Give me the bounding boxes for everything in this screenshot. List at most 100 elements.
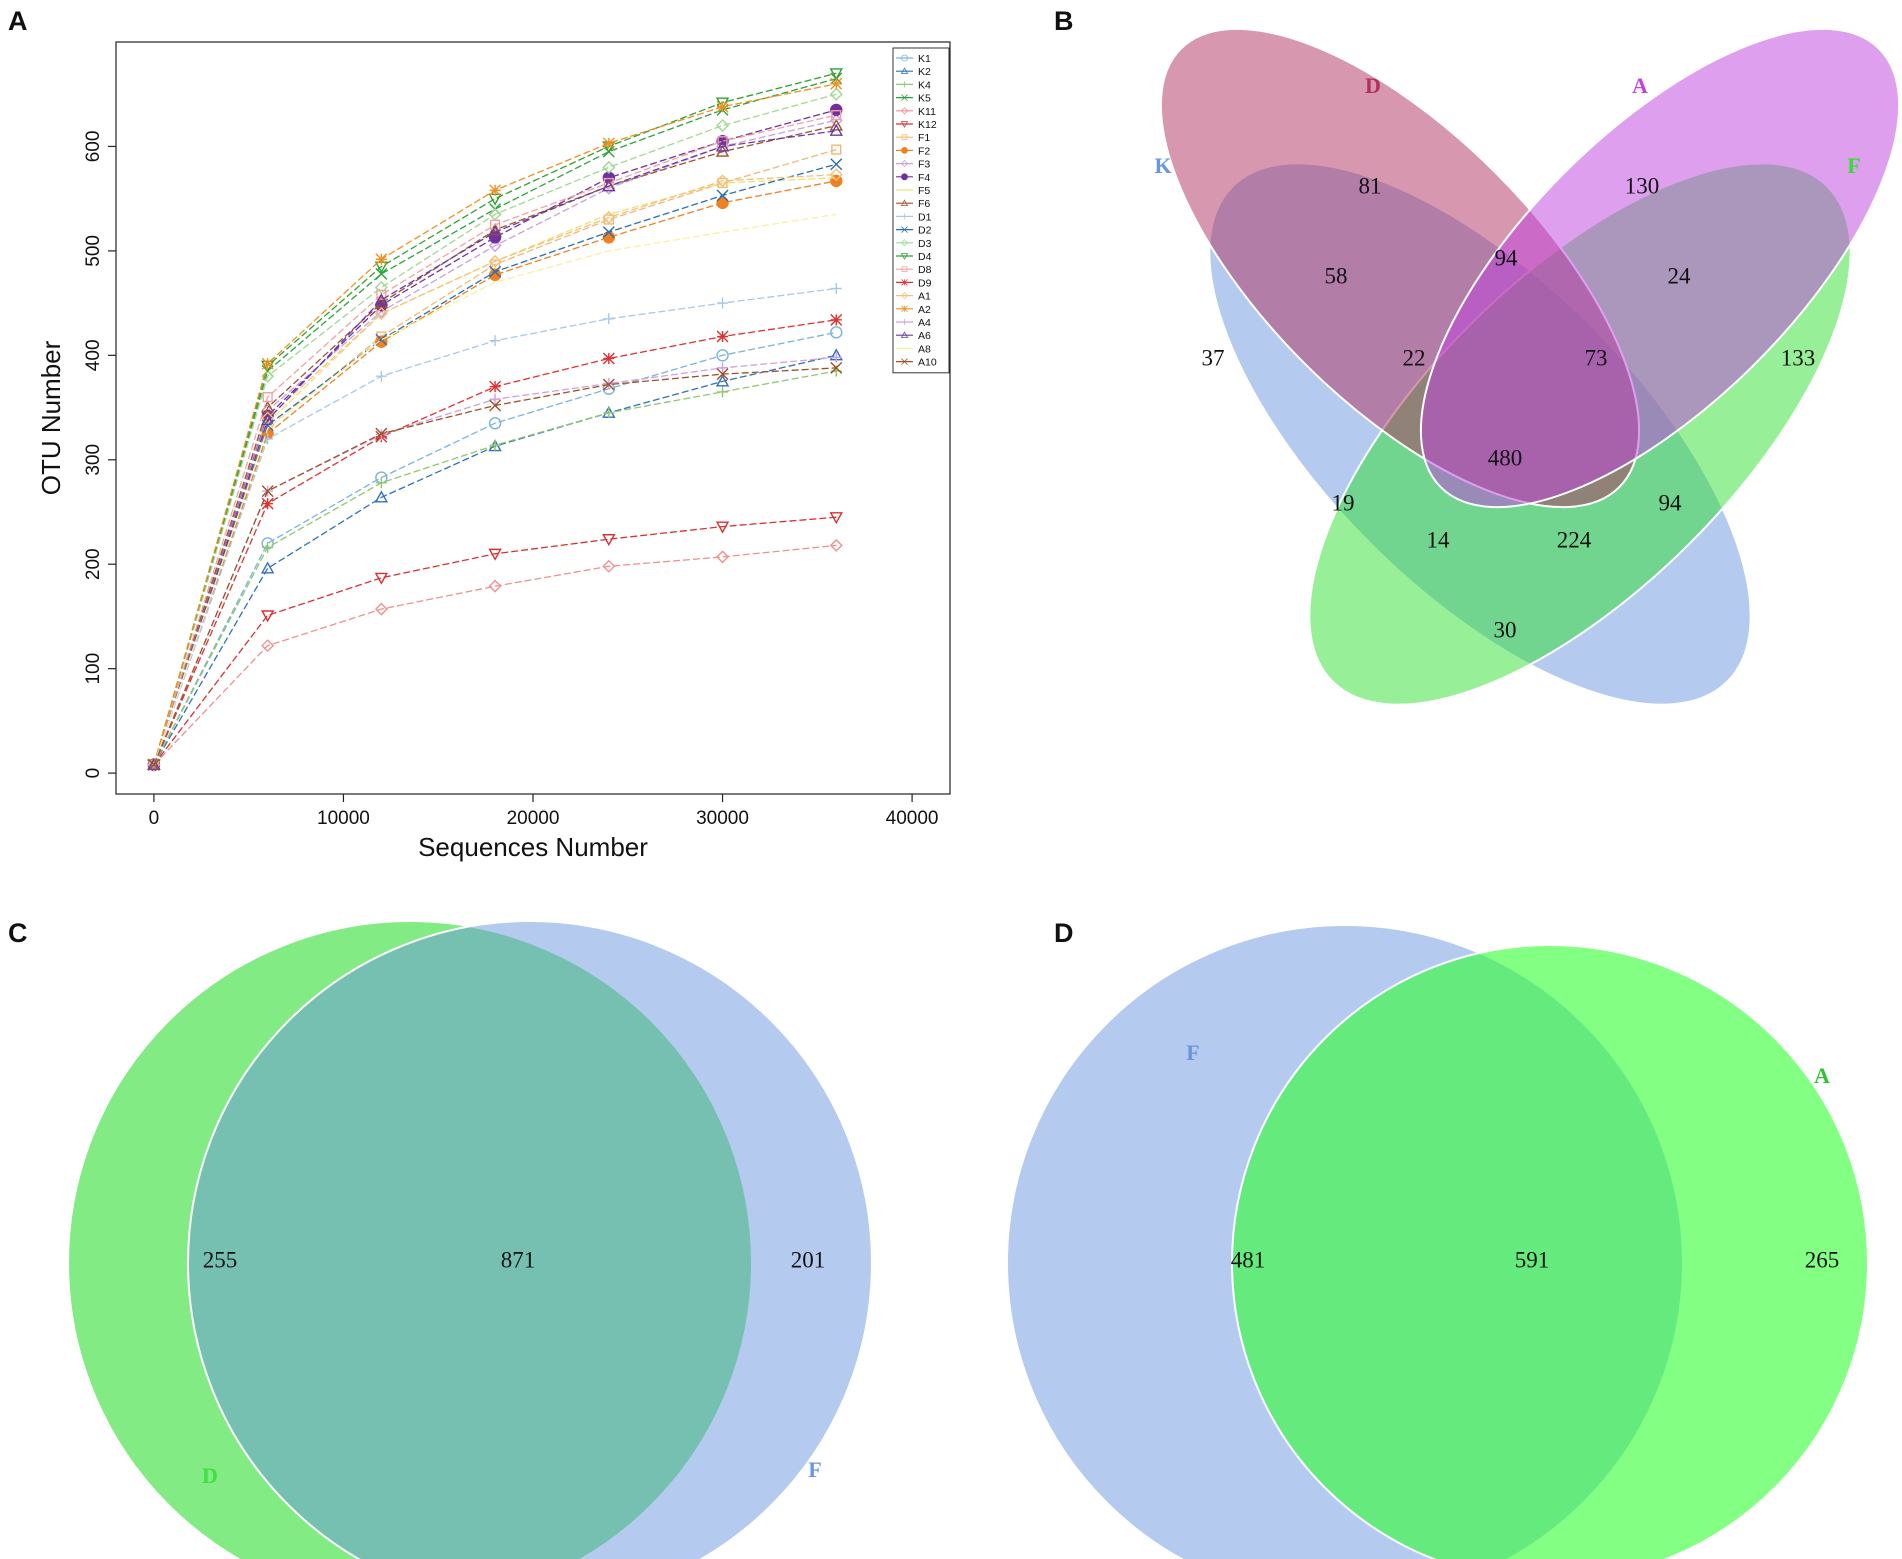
venn-region-value: 14 xyxy=(1427,527,1451,552)
data-point xyxy=(717,297,729,309)
data-point xyxy=(716,119,730,133)
data-point xyxy=(489,393,501,405)
panel-letter-d: D xyxy=(1054,918,1074,948)
legend-item: D4 xyxy=(896,251,932,263)
data-point xyxy=(602,559,616,573)
data-point xyxy=(489,184,502,197)
series-d4 xyxy=(147,68,843,772)
x-tick-label: 20000 xyxy=(507,808,560,829)
series-line xyxy=(153,163,837,766)
data-point xyxy=(374,307,388,321)
data-point xyxy=(488,417,502,430)
legend-label: A1 xyxy=(918,291,931,303)
data-point xyxy=(261,497,274,510)
legend-label: F2 xyxy=(918,145,930,157)
legend-marker xyxy=(901,358,908,365)
legend-item: A10 xyxy=(896,357,937,369)
data-point xyxy=(830,282,842,294)
y-tick-label: 600 xyxy=(83,131,104,163)
data-point xyxy=(900,67,909,75)
legend-label: K2 xyxy=(918,66,931,78)
legend-item: D2 xyxy=(896,225,932,237)
venn-region-value: 201 xyxy=(791,1247,826,1272)
data-point xyxy=(717,362,729,374)
legend-item: F4 xyxy=(896,172,930,184)
data-point xyxy=(715,139,730,152)
data-point xyxy=(901,213,908,220)
y-tick-label: 300 xyxy=(83,444,104,476)
venn-region-value: 30 xyxy=(1494,617,1517,642)
venn-region-value: 224 xyxy=(1557,527,1592,552)
data-point xyxy=(376,289,387,300)
data-point xyxy=(488,579,502,593)
data-point xyxy=(829,68,843,81)
data-point xyxy=(901,146,908,154)
plot-frame xyxy=(115,41,951,795)
venn-region-value: 94 xyxy=(1659,490,1683,515)
data-point xyxy=(262,542,274,554)
legend-marker xyxy=(900,239,909,247)
series-d9 xyxy=(147,313,843,771)
venn-region-value: 22 xyxy=(1403,345,1426,370)
data-point xyxy=(375,477,387,489)
data-point xyxy=(901,305,908,313)
data-point xyxy=(901,279,908,286)
venn-region-value: 255 xyxy=(203,1247,238,1272)
legend-label: K12 xyxy=(918,119,937,131)
data-point xyxy=(830,326,843,339)
data-point xyxy=(375,253,388,266)
data-point xyxy=(830,361,843,374)
data-point xyxy=(900,107,909,115)
legend-label: A2 xyxy=(918,304,931,316)
data-point xyxy=(489,219,501,230)
data-point xyxy=(489,335,501,347)
legend-marker xyxy=(900,121,909,128)
data-point xyxy=(602,352,615,365)
legend-item: K5 xyxy=(896,93,931,105)
legend-item: A6 xyxy=(896,330,931,342)
data-point xyxy=(830,351,842,363)
legend-marker xyxy=(900,331,909,339)
venn-region-value: 37 xyxy=(1202,345,1225,370)
legend-item: D9 xyxy=(896,277,932,289)
legend-box xyxy=(892,47,950,374)
legend-marker xyxy=(901,134,908,141)
y-tick-label: 200 xyxy=(83,548,104,580)
legend-item: F2 xyxy=(896,145,930,157)
venn-set-label: K xyxy=(1154,153,1171,178)
legend-label: D4 xyxy=(918,251,932,263)
legend-label: D3 xyxy=(918,238,932,250)
data-point xyxy=(374,572,389,585)
series-line xyxy=(153,213,837,766)
venn-region-value: 94 xyxy=(1495,245,1519,270)
data-point xyxy=(147,757,161,770)
data-point xyxy=(901,266,908,273)
data-point xyxy=(602,179,616,192)
x-axis-label: Sequences Number xyxy=(418,832,648,862)
data-point xyxy=(374,293,389,306)
venn-region-value: 871 xyxy=(501,1247,536,1272)
legend-marker xyxy=(900,292,909,300)
series-k12 xyxy=(147,512,843,772)
data-point xyxy=(375,370,387,382)
data-point xyxy=(602,226,615,239)
legend-item: D8 xyxy=(896,264,932,276)
legend-item: K12 xyxy=(896,119,937,131)
venn-region-value: 265 xyxy=(1805,1247,1840,1272)
legend-item: A8 xyxy=(896,343,931,355)
data-point xyxy=(603,378,615,390)
data-point xyxy=(489,399,502,412)
data-point xyxy=(830,313,843,326)
venn-region-value: 81 xyxy=(1359,173,1382,198)
legend-marker xyxy=(901,146,908,154)
legend-label: F1 xyxy=(918,132,930,144)
data-point xyxy=(900,199,909,207)
rarefaction-chart: 0 10000 20000 30000 40000 0 100 200 300 400 500 600… xyxy=(36,41,951,862)
data-point xyxy=(900,292,909,300)
data-point xyxy=(829,512,843,525)
legend-label: K5 xyxy=(918,93,931,105)
data-point xyxy=(717,136,728,147)
panel-letter-a: A xyxy=(8,6,28,36)
data-point xyxy=(716,189,729,202)
series-line xyxy=(153,77,837,765)
